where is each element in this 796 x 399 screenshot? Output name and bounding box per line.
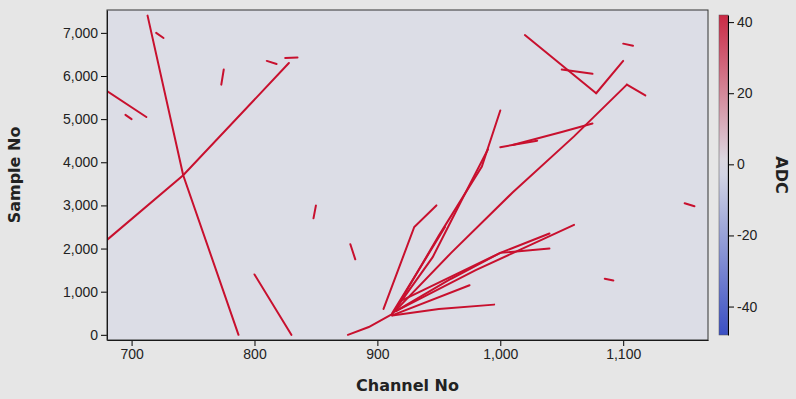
tick-label: 0 [90, 327, 98, 343]
track [605, 279, 614, 281]
track [402, 249, 549, 301]
tick-label: 1,100 [606, 346, 641, 362]
track [348, 314, 392, 335]
tick: 6,000 [63, 68, 107, 84]
chart: 700 800 900 1,000 1,100 0 1,000 2,000 3,000 4,000… [0, 0, 796, 399]
tick: 20 [728, 85, 753, 101]
tick-mark [728, 164, 734, 165]
tick-mark [728, 93, 734, 94]
tick: -40 [728, 299, 757, 315]
tick-label: 2,000 [63, 241, 98, 257]
track [392, 227, 445, 313]
tick-label: 3,000 [63, 197, 98, 213]
tick-label: 40 [737, 14, 753, 30]
x-axis: 700 800 900 1,000 1,100 [108, 340, 709, 362]
tick: 900 [366, 340, 390, 362]
track [627, 85, 645, 96]
track [623, 44, 633, 46]
track [125, 115, 131, 119]
tick-label: 1,000 [63, 284, 98, 300]
tick-label: 1,000 [483, 346, 518, 362]
tick: 3,000 [63, 197, 107, 213]
tick: 1,100 [606, 340, 641, 362]
tick: 0 [728, 156, 745, 172]
track [596, 61, 623, 93]
track [313, 205, 315, 218]
track [392, 85, 627, 314]
tick-label: 4,000 [63, 154, 98, 170]
tick: 1,000 [483, 340, 518, 362]
y-axis-title: Sample No [5, 127, 24, 224]
tick-mark [101, 292, 107, 293]
tracks [107, 16, 694, 335]
tick-label: 6,000 [63, 68, 98, 84]
track [525, 35, 596, 93]
track [254, 274, 291, 334]
track [285, 56, 297, 58]
plot-background [107, 10, 708, 340]
track [350, 244, 355, 259]
tick-mark [101, 76, 107, 77]
plot-frame [107, 10, 708, 340]
tick-label: 900 [366, 346, 390, 362]
track [384, 205, 437, 309]
tick: 1,000 [63, 284, 107, 300]
tick-mark [728, 22, 734, 23]
colorbar-axis: -40 -20 0 20 40 [728, 14, 757, 335]
colorbar [719, 15, 728, 335]
tick-mark [728, 307, 734, 308]
tick-label: -40 [737, 299, 757, 315]
track [396, 225, 574, 311]
track [685, 203, 695, 206]
tick-mark [101, 249, 107, 250]
tick-mark [728, 235, 734, 236]
tick: 4,000 [63, 154, 107, 170]
tick-label: 5,000 [63, 111, 98, 127]
track [513, 123, 593, 145]
tick-label: 0 [737, 156, 745, 172]
y-axis: 0 1,000 2,000 3,000 4,000 5,000 6,000 7,000 [63, 11, 108, 343]
tick: 800 [243, 340, 267, 362]
tick: 5,000 [63, 111, 107, 127]
track [107, 63, 289, 240]
track [562, 70, 593, 74]
tick: 700 [120, 340, 144, 362]
tick-label: 800 [243, 346, 267, 362]
tick-label: 7,000 [63, 25, 98, 41]
tick-mark [101, 205, 107, 206]
track [267, 61, 277, 64]
tick: -20 [728, 227, 757, 243]
colorbar-title: ADC [772, 156, 791, 193]
track [500, 141, 537, 147]
tick: 0 [90, 327, 107, 343]
tick-mark [101, 335, 107, 336]
tick: 7,000 [63, 25, 107, 41]
axis-line [728, 16, 729, 336]
track [156, 33, 163, 38]
tick-mark [101, 119, 107, 120]
track [107, 91, 146, 117]
tick-label: 20 [737, 85, 753, 101]
tick: 2,000 [63, 241, 107, 257]
tick-mark [101, 33, 107, 34]
tick: 40 [728, 14, 753, 30]
track [148, 16, 239, 335]
track [221, 70, 223, 85]
tick-label: -20 [737, 227, 757, 243]
tick-label: 700 [120, 346, 144, 362]
tick-mark [101, 162, 107, 163]
x-axis-title: Channel No [356, 376, 459, 395]
